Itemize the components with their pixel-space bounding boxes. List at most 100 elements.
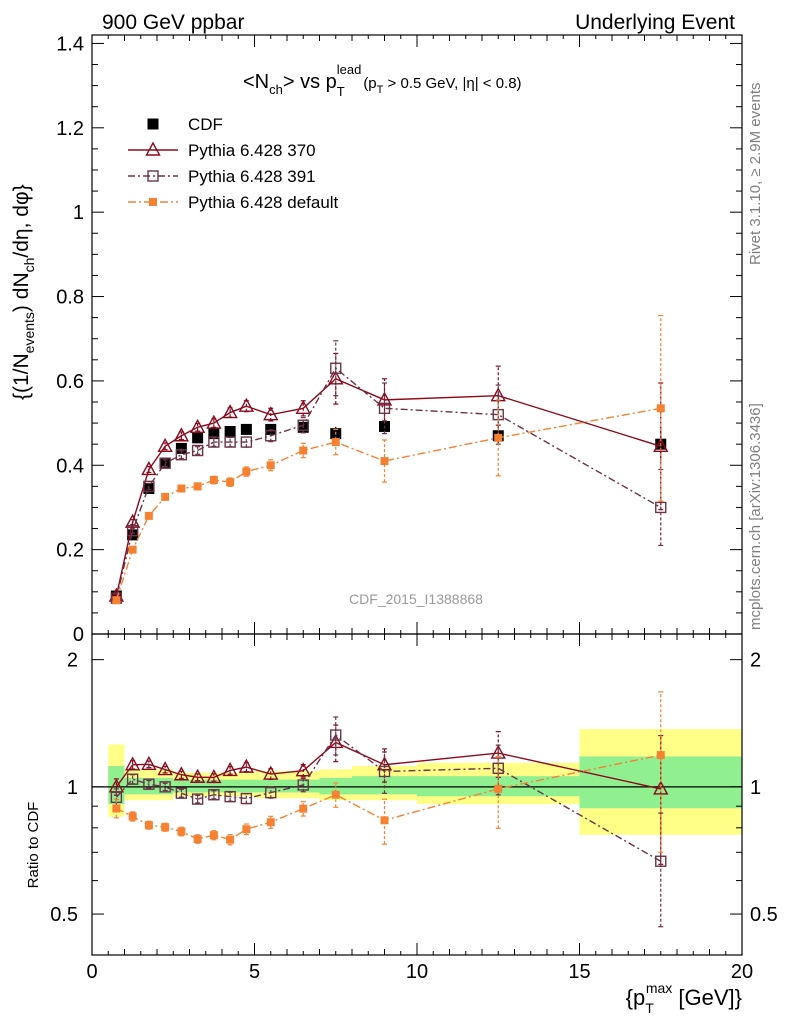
header-right: Underlying Event: [575, 11, 735, 34]
series-2: [110, 340, 667, 604]
ratio-point: [209, 831, 218, 840]
ratio-tick-label-right: 0.5: [750, 904, 778, 926]
series-line-2: [115, 367, 662, 599]
data-point: [240, 436, 253, 448]
y-tick-label: 0.8: [56, 287, 84, 309]
data-point: [208, 428, 220, 440]
axes: 0 5 10 15 20 0 0.2 0.4 0.6 0.8 1 1.2 1.4 0.5 0.5 1 1 2 2: [50, 33, 778, 983]
data-point: [159, 457, 171, 469]
legend-entry-0: CDF: [147, 115, 223, 134]
ratio-point: [224, 790, 236, 803]
data-point: [656, 404, 665, 413]
main-plot: [108, 314, 669, 605]
data-point: [112, 596, 121, 605]
data-point: [330, 362, 342, 374]
data-point: [266, 461, 275, 470]
ratio-point: [124, 756, 141, 771]
ratio-point: [191, 793, 204, 805]
ratio-point: [266, 818, 275, 827]
data-point: [655, 501, 667, 514]
ratio-series-3: [112, 691, 665, 853]
ratio-point: [299, 804, 308, 813]
y-tick-label: 0.4: [56, 455, 84, 477]
ratio-point: [161, 823, 170, 832]
data-point: [159, 457, 171, 469]
data-point: [226, 478, 235, 487]
ratio-point: [208, 789, 220, 801]
analysis-watermark: CDF_2015_I1388868: [349, 591, 483, 607]
ratio-point: [128, 812, 137, 821]
y-tick-label: 0.6: [56, 371, 84, 393]
ratio-point: [238, 758, 255, 773]
ratio-point: [331, 790, 340, 799]
y-tick-label: 0: [73, 624, 84, 646]
y-tick-label: 1.4: [56, 33, 84, 55]
series-1: [108, 352, 669, 602]
ratio-point: [297, 779, 309, 791]
legend-marker: [145, 141, 161, 156]
data-point: [128, 545, 137, 554]
series-line-3: [115, 407, 661, 601]
data-point: [208, 436, 220, 448]
ratio-band-green-3: [254, 779, 320, 793]
data-point: [209, 476, 218, 485]
data-point: [297, 419, 309, 431]
legend: CDF Pythia 6.428 370 Pythia 6.428 391 Pythi…: [128, 115, 339, 212]
data-point: [224, 426, 236, 438]
ratio-band-green-5: [352, 776, 417, 795]
x-tick-label: 20: [731, 961, 753, 983]
ratio-line-3: [116, 754, 661, 841]
side-label-mcplots: mcplots.cern.ch [arXiv:1306.3436]: [747, 403, 764, 630]
ratio-point: [144, 821, 153, 830]
ratio-series-1: [108, 724, 669, 865]
ratio-point: [189, 768, 206, 783]
data-point: [161, 492, 170, 501]
header-left: 900 GeV ppbar: [102, 11, 244, 34]
ratio-series-2: [110, 716, 667, 928]
data-point: [144, 511, 153, 520]
series-line-1: [115, 377, 661, 597]
ratio-point: [656, 751, 665, 760]
ratio-point: [112, 804, 121, 813]
ratio-point: [653, 780, 669, 795]
y-tick-label: 1.2: [56, 118, 84, 140]
data-point: [299, 446, 308, 455]
data-point: [494, 433, 503, 442]
ratio-point: [141, 755, 157, 771]
ratio-tick-label-left: 1: [67, 777, 78, 799]
legend-entry-1: Pythia 6.428 370: [128, 141, 316, 160]
legend-label: CDF: [188, 115, 223, 134]
ratio-tick-label-left: 2: [67, 650, 78, 672]
data-point: [175, 442, 187, 454]
ratio-point: [240, 792, 253, 805]
ratio-y-axis-label: Ratio to CDF: [25, 802, 42, 889]
ratio-point: [330, 729, 342, 741]
ratio-point: [173, 766, 190, 781]
legend-entry-2: Pythia 6.428 391: [128, 167, 316, 186]
ratio-point: [378, 765, 391, 778]
side-label-rivet: Rivet 3.1.10, ≥ 2.9M events: [747, 83, 764, 266]
ratio-point: [143, 778, 155, 790]
data-point: [240, 423, 252, 435]
x-tick-label: 0: [86, 961, 97, 983]
data-point: [189, 418, 206, 434]
ratio-point: [376, 756, 393, 771]
data-point: [222, 404, 238, 419]
legend-entry-3: Pythia 6.428 default: [128, 193, 339, 212]
legend-label: Pythia 6.428 391: [188, 167, 316, 186]
ratio-plot: [92, 691, 742, 928]
data-point: [143, 480, 155, 493]
ratio-point: [126, 773, 139, 785]
y-tick-label: 0.2: [56, 540, 84, 562]
data-point: [141, 461, 157, 476]
ratio-point: [177, 827, 186, 836]
ratio-point: [380, 816, 389, 825]
legend-marker: [147, 170, 159, 182]
data-point: [206, 414, 222, 429]
ratio-tick-label-right: 2: [750, 650, 761, 672]
data-point: [224, 436, 236, 448]
ratio-point: [193, 834, 202, 843]
chart-title: <Nch> vs pTlead(pT > 0.5 GeV, |η| < 0.8): [243, 62, 522, 99]
series-0: [110, 418, 667, 602]
